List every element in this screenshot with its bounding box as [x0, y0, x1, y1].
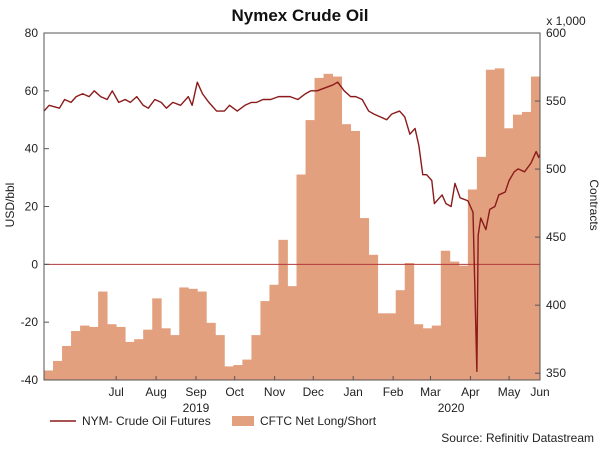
x-tick-label: Jul	[108, 385, 123, 399]
left-axis-label: USD/bbl	[3, 183, 17, 228]
cftc-bar	[368, 254, 379, 380]
cftc-bar	[359, 218, 370, 380]
cftc-bar	[341, 124, 352, 380]
x-year-label: 2019	[183, 401, 210, 415]
cftc-bar	[278, 239, 288, 380]
cftc-bar	[422, 328, 433, 380]
right-tick-label: 350	[546, 366, 566, 380]
left-tick-label: 40	[25, 142, 39, 156]
x-tick-label: Mar	[420, 385, 441, 399]
legend-label-cftc: CFTC Net Long/Short	[260, 414, 377, 428]
cftc-bar	[152, 298, 162, 380]
cftc-bar	[323, 73, 333, 380]
cftc-bar	[206, 322, 216, 380]
cftc-bar	[485, 69, 496, 381]
x-tick-label: May	[498, 385, 521, 399]
cftc-bar	[449, 261, 460, 380]
cftc-bar	[161, 328, 171, 380]
cftc-bar	[350, 130, 361, 380]
cftc-bar	[242, 359, 252, 380]
left-tick-label: -40	[21, 373, 39, 387]
cftc-bar	[494, 68, 505, 380]
cftc-bar	[332, 76, 342, 381]
cftc-bar	[305, 120, 315, 380]
cftc-bar	[233, 365, 243, 380]
cftc-bar	[314, 77, 324, 380]
legend-label-futures: NYM- Crude Oil Futures	[82, 414, 211, 428]
cftc-bar	[179, 287, 189, 380]
cftc-bar	[197, 291, 207, 380]
x-tick-label: Feb	[383, 385, 404, 399]
x-tick-label: Sep	[185, 385, 207, 399]
cftc-bar	[215, 335, 225, 380]
cftc-bar	[503, 128, 514, 380]
cftc-bar	[170, 335, 180, 380]
cftc-bar	[476, 156, 487, 380]
cftc-bar	[467, 189, 478, 380]
cftc-bar	[458, 265, 469, 380]
left-tick-label: -20	[21, 315, 39, 329]
right-tick-label: 600	[546, 26, 566, 40]
x-tick-label: Dec	[303, 385, 324, 399]
cftc-bar	[431, 325, 442, 380]
crude-futures-line-layer	[43, 81, 541, 373]
cftc-bar	[53, 360, 63, 380]
x-tick-label: Apr	[461, 385, 480, 399]
cftc-bar	[125, 341, 135, 380]
left-tick-label: 60	[25, 84, 39, 98]
right-tick-label: 550	[546, 94, 566, 108]
left-axis: -40 -20 0 20 40 60 80	[21, 26, 49, 387]
cftc-bar	[98, 291, 108, 380]
right-axis: 350 400 450 500 550 600	[535, 26, 566, 380]
cftc-bar	[44, 370, 54, 380]
cftc-bar	[143, 329, 153, 380]
left-tick-label: 20	[25, 200, 39, 214]
cftc-bar	[116, 326, 126, 380]
right-axis-unit-label: x 1,000	[546, 14, 586, 28]
cftc-bar	[251, 335, 261, 380]
x-axis: Jul Aug Sep Oct Nov Dec Jan Feb Mar Apr May Jun 2019…	[108, 376, 550, 415]
cftc-bar	[377, 313, 388, 380]
cftc-bar	[512, 114, 523, 381]
cftc-bar	[530, 76, 541, 381]
right-axis-label: Contracts	[587, 179, 600, 230]
legend: NYM- Crude Oil Futures CFTC Net Long/Sho…	[50, 414, 377, 428]
cftc-bar	[89, 326, 99, 380]
right-tick-label: 400	[546, 298, 566, 312]
crude-futures-line	[43, 81, 541, 373]
cftc-bars-layer	[44, 68, 541, 381]
cftc-bar	[80, 325, 90, 380]
cftc-bar	[260, 301, 270, 380]
cftc-bar	[386, 313, 397, 380]
left-tick-label: 0	[31, 257, 38, 271]
cftc-bar	[287, 286, 297, 380]
chart-title: Nymex Crude Oil	[232, 6, 369, 25]
source-note: Source: Refinitiv Datastream	[441, 431, 594, 445]
cftc-bar	[296, 174, 306, 380]
cftc-bar	[521, 111, 532, 381]
x-year-label: 2020	[438, 401, 465, 415]
cftc-bar	[269, 284, 279, 380]
left-tick-label: 80	[25, 26, 39, 40]
cftc-bar	[188, 288, 198, 380]
cftc-bar	[107, 324, 117, 380]
cftc-bar	[395, 290, 406, 380]
legend-area-swatch	[232, 416, 254, 426]
cftc-bar	[224, 366, 234, 380]
x-tick-label: Jan	[344, 385, 363, 399]
x-tick-label: Jun	[530, 385, 549, 399]
cftc-bar	[413, 324, 424, 380]
x-tick-label: Aug	[145, 385, 166, 399]
x-tick-label: Nov	[264, 385, 285, 399]
cftc-bar	[134, 339, 144, 380]
x-tick-label: Oct	[225, 385, 244, 399]
right-tick-label: 500	[546, 162, 566, 176]
cftc-bar	[62, 345, 72, 380]
cftc-bar	[404, 262, 415, 380]
cftc-bar	[440, 250, 451, 380]
right-tick-label: 450	[546, 230, 566, 244]
cftc-bar	[71, 331, 81, 380]
